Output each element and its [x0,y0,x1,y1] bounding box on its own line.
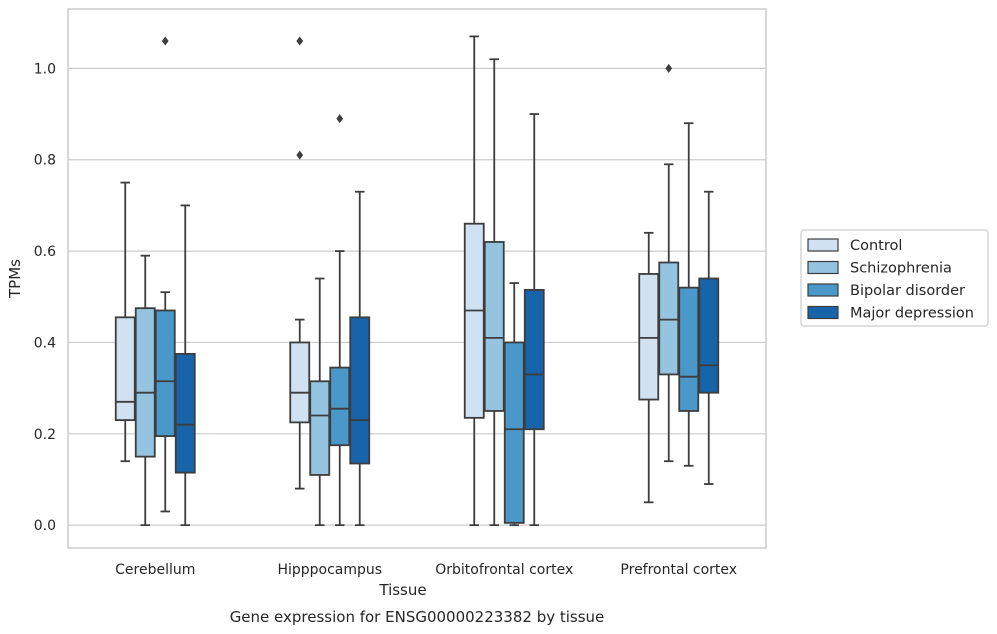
box-control [463,35,485,527]
box-iqr [523,289,545,431]
box-major-depression [698,190,720,485]
legend-frame [800,229,989,327]
y-tick-labels: 0.0 0.2 0.4 0.6 0.8 1.0 [34,61,56,534]
box-iqr [154,309,176,437]
legend-item: Schizophrenia [807,260,952,277]
box-iqr [638,273,660,401]
x-tick-label: Hipppocampus [277,562,382,578]
box-bipolar-disorder [678,122,700,467]
box-iqr [678,286,700,412]
legend-label: Major depression [850,306,974,322]
box-control [114,181,136,463]
y-tick-label: 1.0 [34,61,56,77]
box-iqr [134,307,156,458]
x-tick-label: Orbitofrontal cortex [435,562,573,578]
legend-label: Schizophrenia [850,261,952,277]
box-bipolar-disorder [329,114,351,527]
box-major-depression [174,204,196,527]
box-bipolar-disorder [154,36,176,513]
box-iqr [698,277,720,394]
box-major-depression [523,113,545,527]
x-tick-label: Cerebellum [115,562,195,578]
box-control [289,36,311,490]
chart-caption: Gene expression for ENSG00000223382 by t… [230,608,605,626]
y-tick-label: 0.4 [34,335,56,351]
box-iqr [483,241,505,412]
box-major-depression [349,190,371,527]
legend-label: Control [850,238,902,254]
outlier-point [296,150,304,160]
legend-swatch [807,238,839,252]
box-iqr [114,316,136,422]
legend-swatch [807,260,839,275]
box-iqr [329,366,351,447]
x-tick-labels: Cerebellum Hipppocampus Orbitofrontal cort… [115,562,737,578]
outlier-point [336,114,344,124]
box-schizophrenia [134,254,156,527]
y-tick-label: 0.8 [34,153,56,169]
plot-frame [67,8,767,549]
box-bipolar-disorder [503,282,525,527]
y-axis-label: TPMs [6,259,24,299]
box-schizophrenia [309,277,331,527]
x-axis-label: Tissue [378,581,426,599]
legend-item: Major depression [807,305,974,322]
box-iqr [174,352,196,474]
box-schizophrenia [658,63,680,463]
box-iqr [463,222,485,419]
box-iqr [309,380,331,476]
box-control [638,231,660,504]
y-tick-label: 0.6 [34,244,56,260]
box-iqr [289,341,311,424]
box-schizophrenia [483,58,505,527]
box-iqr [503,341,525,524]
boxes [114,35,720,527]
box-iqr [658,261,680,376]
legend-label: Bipolar disorder [850,283,965,299]
legend-swatch [807,305,839,320]
legend: Control Schizophrenia Bipolar disorder Majo… [800,229,989,327]
y-tick-label: 0.2 [34,427,56,443]
outlier-point [665,63,673,73]
legend-swatch [807,283,839,297]
y-tick-label: 0.0 [34,518,56,534]
outlier-point [161,36,169,46]
legend-item: Bipolar disorder [807,283,965,299]
outlier-point [296,36,304,46]
box-iqr [349,316,371,465]
legend-item: Control [807,238,902,254]
x-tick-label: Prefrontal cortex [620,562,737,578]
